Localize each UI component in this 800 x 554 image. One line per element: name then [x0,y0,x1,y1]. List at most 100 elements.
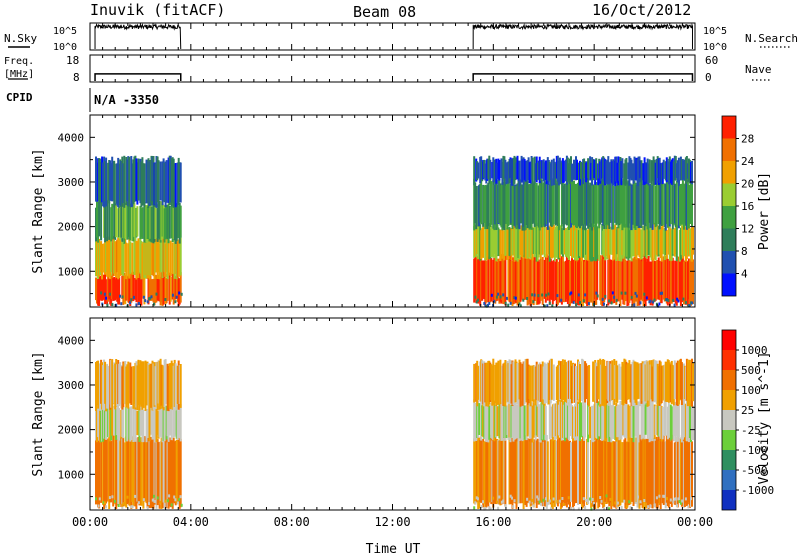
heatmap-cell [604,256,607,300]
heatmap-cell [143,163,146,207]
heatmap-cell [498,160,501,181]
heatmap-speckle [652,300,655,304]
heatmap-speckle [164,499,167,503]
heatmap-speckle [548,301,551,305]
heatmap-speckle [633,303,636,307]
heatmap-cell [475,186,478,230]
heatmap-cell [487,182,490,227]
heatmap-cell [669,179,672,225]
heatmap-cell [580,179,582,226]
heatmap-speckle [538,500,541,504]
heatmap-cell [552,259,555,302]
heatmap-cell [133,203,136,237]
heatmap-cell [96,408,98,443]
colorbar-tick-label: 12 [741,223,754,236]
x-axis-tick-labels: 00:00 04:00 08:00 12:00 16:00 20:00 00:00 [72,515,713,529]
heatmap-speckle [488,301,491,305]
heatmap-speckle [582,497,585,501]
heatmap-cell [507,161,510,184]
heatmap-cell [155,362,158,407]
heatmap-cell [676,399,679,442]
heatmap-speckle [645,296,648,300]
heatmap-cell [519,362,522,407]
heatmap-speckle [148,297,150,301]
heatmap-cell [555,259,558,306]
heatmap-cell [552,179,555,225]
heatmap-cell [580,439,582,503]
heatmap-cell [640,441,643,502]
heatmap-speckle [546,304,549,308]
heatmap-cell [155,442,158,509]
heatmap-cell [592,361,595,402]
heatmap-speckle [531,293,534,297]
heatmap-speckle [174,300,177,304]
heatmap-cell [159,161,162,201]
heatmap-speckle [591,497,594,501]
heatmap-cell [692,405,694,441]
heatmap-cell [688,230,691,255]
heatmap-speckle [556,499,559,503]
heatmap-cell [597,359,600,400]
heatmap-cell [557,184,560,231]
heatmap-speckle [108,292,111,296]
heatmap-speckle [672,500,675,504]
velocity-colorbar: 1000 500 100 25 -25 -100 -500 -1000 [721,329,774,511]
heatmap-cell [611,360,614,401]
heatmap-speckle [635,294,638,298]
heatmap-cell [531,183,534,224]
heatmap-cell [165,160,168,203]
colorbar-swatch [722,116,736,139]
heatmap-speckle [676,297,679,301]
heatmap-speckle [526,297,529,300]
heatmap-speckle [643,292,646,296]
colorbar-tick-label: 100 [741,384,761,397]
heatmap-cell [473,156,476,186]
heatmap-speckle [673,497,676,501]
heatmap-cell [179,162,182,203]
heatmap-speckle [155,292,158,296]
heatmap-speckle [180,292,183,296]
heatmap-cell [676,160,679,183]
heatmap-cell [96,361,98,406]
colorbar-swatch [722,206,736,229]
heatmap-cell [495,439,498,505]
freq-trace [89,55,696,82]
heatmap-cell [477,365,480,400]
heatmap-cell [562,160,565,183]
y-tick-label: 1000 [58,468,85,481]
colorbar-swatch [722,490,736,510]
heatmap-cell [555,183,558,225]
heatmap-cell [673,360,676,400]
heatmap-cell [592,222,595,261]
heatmap-cell [613,258,616,303]
heatmap-cell [613,441,616,508]
heatmap-cell [519,400,522,439]
heatmap-speckle [569,292,571,296]
nave-label: Nave [745,63,772,76]
heatmap-cell [134,409,137,442]
heatmap-cell [512,438,515,503]
heatmap-cell [544,363,547,404]
freq-series [94,73,182,81]
heatmap-speckle [97,504,100,508]
heatmap-cell [618,363,621,400]
heatmap-speckle [659,291,662,295]
heatmap-speckle [575,303,578,307]
heatmap-cell [137,158,140,201]
heatmap-speckle [512,505,515,509]
heatmap-cell [142,361,145,408]
heatmap-speckle [547,501,550,505]
heatmap-speckle [678,500,681,503]
heatmap-cell [148,404,151,442]
heatmap-cell [131,436,134,502]
colorbar-tick-label: 8 [741,245,748,258]
colorbar-swatch [722,370,736,390]
heatmap-cell [131,272,134,301]
heatmap-cell [144,360,147,411]
heatmap-cell [98,201,101,237]
heatmap-cell [628,183,631,224]
heatmap-speckle [560,298,563,302]
heatmap-cell [107,438,110,502]
velocity-yticks: 4000 3000 2000 1000 [58,317,695,498]
